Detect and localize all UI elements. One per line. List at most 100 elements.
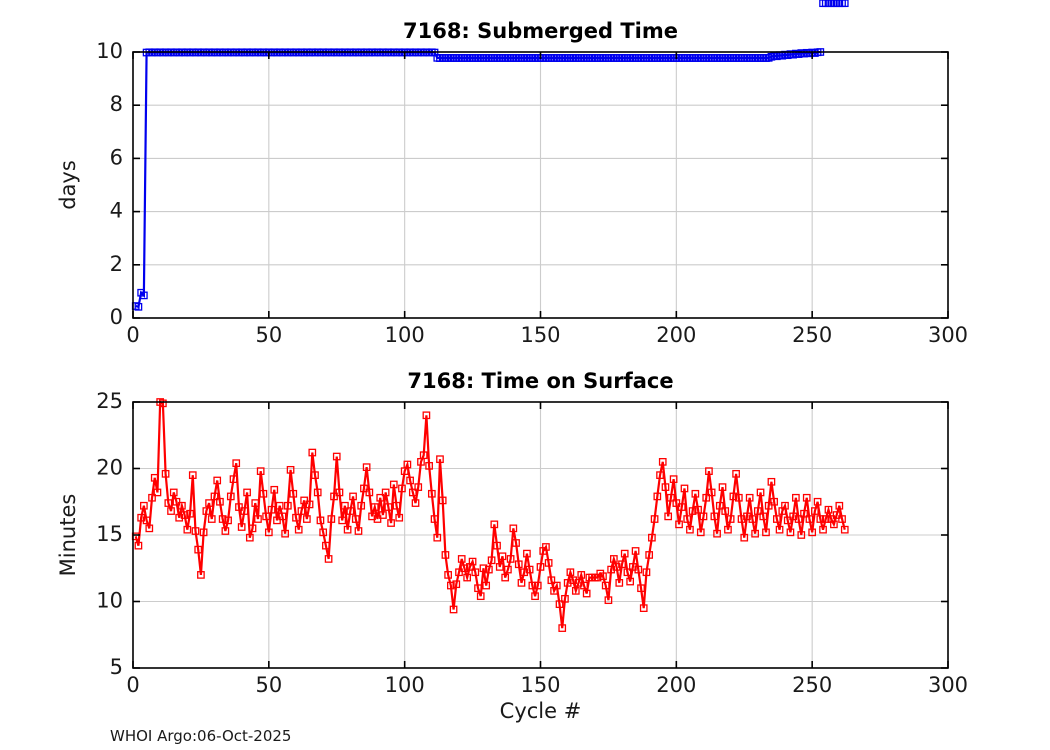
data-point-marker — [658, 457, 667, 466]
data-point-marker — [835, 501, 844, 510]
data-point-marker — [398, 484, 406, 493]
data-point-marker — [303, 515, 311, 523]
data-point-marker — [699, 512, 708, 521]
y-tick-label: 8 — [110, 92, 123, 116]
data-point-marker — [216, 497, 224, 506]
data-point-marker — [357, 501, 366, 510]
data-point-marker — [153, 488, 162, 497]
data-point-marker — [411, 499, 420, 507]
data-point-marker — [832, 511, 841, 519]
data-point-marker — [322, 541, 330, 550]
x-tick-label: 0 — [126, 673, 139, 697]
data-point-marker — [248, 524, 257, 533]
data-point-marker — [623, 568, 632, 577]
data-point-marker — [775, 525, 784, 534]
data-point-marker — [338, 516, 347, 525]
y-tick-label: 20 — [96, 456, 123, 480]
x-tick-label: 300 — [928, 323, 968, 347]
data-point-marker — [199, 528, 208, 537]
data-point-marker — [259, 489, 268, 498]
data-point-marker — [476, 592, 485, 601]
data-point-marker — [218, 515, 227, 523]
data-point-marker — [715, 501, 724, 510]
bottom-chart-title: 7168: Time on Surface — [407, 369, 673, 393]
data-point-marker — [224, 516, 232, 525]
data-point-marker — [664, 512, 673, 521]
data-point-marker — [544, 559, 553, 567]
data-point-marker — [332, 452, 341, 461]
data-point-marker — [667, 493, 675, 502]
data-point-marker — [745, 493, 754, 502]
data-point-marker — [433, 533, 442, 542]
y-tick-label: 6 — [110, 145, 123, 169]
data-point-marker — [161, 469, 170, 478]
y-tick-label: 15 — [96, 522, 123, 546]
data-point-marker — [705, 467, 713, 476]
data-point-marker — [756, 488, 765, 497]
data-point-marker — [457, 555, 466, 563]
data-point-marker — [460, 564, 469, 573]
data-point-marker — [362, 463, 371, 472]
data-point-marker — [495, 563, 504, 571]
data-point-marker — [360, 484, 368, 493]
data-point-marker — [243, 488, 251, 497]
data-point-marker — [438, 496, 447, 505]
data-point-marker — [289, 489, 298, 498]
data-point-marker — [729, 492, 738, 501]
data-point-marker — [376, 493, 385, 502]
data-point-marker — [479, 564, 488, 573]
data-point-marker — [330, 492, 338, 501]
data-point-marker — [188, 471, 197, 480]
top-series-markers — [131, 0, 849, 311]
data-point-marker — [300, 496, 309, 505]
data-point-marker — [197, 571, 205, 579]
x-tick-label: 100 — [385, 673, 425, 697]
bottom-series-markers — [131, 398, 849, 632]
data-point-marker — [571, 587, 580, 595]
data-point-marker — [251, 499, 260, 507]
data-point-marker — [186, 509, 194, 518]
data-point-marker — [528, 581, 537, 590]
data-point-marker — [805, 515, 814, 523]
data-point-marker — [270, 485, 279, 494]
data-point-marker — [721, 507, 730, 515]
data-point-marker — [811, 507, 819, 515]
data-point-marker — [840, 0, 849, 8]
y-tick-label: 5 — [110, 655, 123, 679]
data-point-marker — [482, 581, 491, 590]
top-series-line — [135, 50, 821, 309]
data-point-marker — [734, 493, 743, 502]
data-point-marker — [783, 516, 792, 525]
data-point-marker — [759, 512, 768, 521]
data-point-marker — [724, 525, 732, 534]
data-point-marker — [468, 557, 477, 566]
data-point-marker — [446, 581, 455, 590]
data-point-marker — [493, 541, 501, 550]
y-tick-label: 25 — [96, 389, 123, 413]
data-point-marker — [824, 505, 833, 514]
x-tick-label: 0 — [126, 323, 139, 347]
data-point-marker — [555, 600, 564, 609]
data-point-marker — [838, 515, 846, 523]
data-point-marker — [264, 528, 273, 537]
data-point-marker — [194, 545, 203, 554]
data-point-marker — [370, 503, 379, 511]
data-point-marker — [680, 484, 689, 493]
data-point-marker — [226, 492, 235, 501]
data-point-marker — [180, 511, 189, 519]
data-point-marker — [509, 524, 518, 533]
data-point-marker — [278, 512, 287, 521]
data-point-marker — [308, 448, 317, 457]
data-point-marker — [235, 503, 243, 511]
data-point-marker — [414, 483, 423, 491]
data-point-marker — [675, 520, 683, 529]
data-point-marker — [767, 477, 776, 486]
data-point-marker — [213, 476, 222, 485]
data-point-marker — [753, 507, 762, 515]
data-point-marker — [319, 528, 328, 537]
data-point-marker — [797, 531, 806, 539]
data-point-marker — [305, 500, 314, 509]
data-point-marker — [634, 565, 643, 574]
